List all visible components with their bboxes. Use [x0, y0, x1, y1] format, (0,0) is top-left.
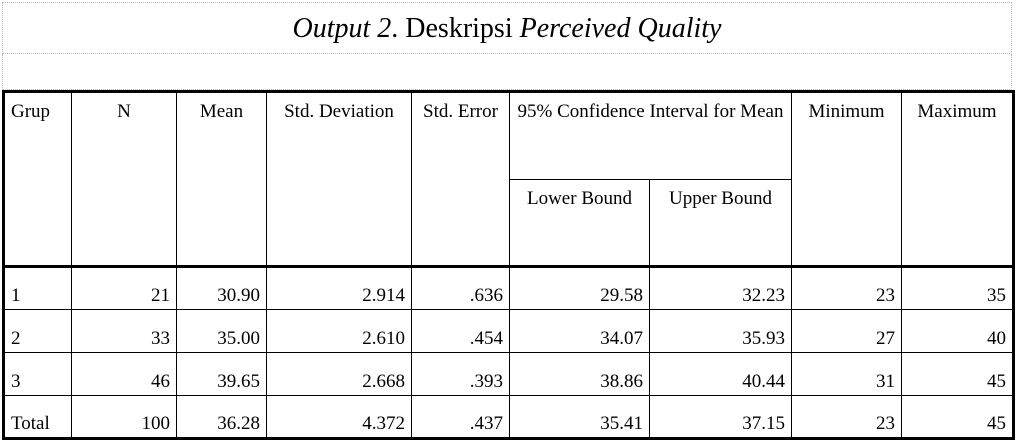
table-cell: 45 [901, 352, 1014, 396]
header-cell: Mean [176, 91, 267, 268]
table-cell: 3 [3, 352, 72, 396]
table-cell: 2.668 [266, 352, 412, 396]
table-cell: 32.23 [649, 266, 792, 310]
table-cell: 100 [71, 395, 177, 439]
table-cell: 1 [3, 266, 72, 310]
header-cell: Std. Deviation [266, 91, 412, 268]
table-cell: 2.610 [266, 309, 412, 353]
table-cell: 2.914 [266, 266, 412, 310]
table-cell: 35.93 [649, 309, 792, 353]
header-cell: Minimum [791, 91, 902, 268]
table-row: 1 21 30.90 2.914.636 29.58 32.23 23 35 [3, 266, 1014, 310]
table-row: Total 100 36.28 4.372.437 35.41 37.15 23 45 [3, 395, 1014, 439]
table-row: 2 33 35.00 2.610.454 34.07 35.93 27 40 [3, 309, 1014, 353]
table-cell: 27 [791, 309, 902, 353]
table-cell: 39.65 [176, 352, 267, 396]
table-cell: 31 [791, 352, 902, 396]
table-cell: 23 [791, 395, 902, 439]
table-cell: 37.15 [649, 395, 792, 439]
table-cell: Total [3, 395, 72, 439]
table-cell: 35.00 [176, 309, 267, 353]
title-italic: Perceived Quality [519, 13, 722, 44]
table-cell: 34.07 [509, 309, 650, 353]
table-cell: 35.41 [509, 395, 650, 439]
table-cell: 46 [71, 352, 177, 396]
table-cell: 21 [71, 266, 177, 310]
table-cell: .454 [411, 309, 510, 353]
blank-row [2, 54, 1012, 90]
header-cell: Std. Error [411, 91, 510, 268]
table-cell: 33 [71, 309, 177, 353]
table-cell: 30.90 [176, 266, 267, 310]
header-cell: N [71, 91, 177, 268]
subheader-cell: Lower Bound [509, 179, 650, 268]
table-cell: 36.28 [176, 395, 267, 439]
table-cell: 35 [901, 266, 1014, 310]
table-cell: 4.372 [266, 395, 412, 439]
table-cell: 38.86 [509, 352, 650, 396]
table-cell: .393 [411, 352, 510, 396]
table-cell: 29.58 [509, 266, 650, 310]
table-cell: 40 [901, 309, 1014, 353]
header-cell: 95% Confidence Interval for Mean [509, 91, 792, 180]
table-row: 3 46 39.65 2.668.393 38.86 40.44 31 45 [3, 352, 1014, 396]
title: Output 2. Deskripsi Perceived Quality [2, 2, 1012, 54]
table-cell: 23 [791, 266, 902, 310]
title-text: . Deskripsi [391, 13, 513, 44]
table-cell: 45 [901, 395, 1014, 439]
subheader-cell: Upper Bound [649, 179, 792, 268]
header-cell: Maximum [901, 91, 1014, 268]
table-cell: .636 [411, 266, 510, 310]
header-cell: Grup [3, 91, 72, 268]
table-cell: 2 [3, 309, 72, 353]
table-cell: 40.44 [649, 352, 792, 396]
title-italic: Output 2 [292, 13, 392, 44]
table-cell: .437 [411, 395, 510, 439]
table: Grup N Mean Std. Deviation Std. Error 95% Con… [2, 90, 1015, 440]
